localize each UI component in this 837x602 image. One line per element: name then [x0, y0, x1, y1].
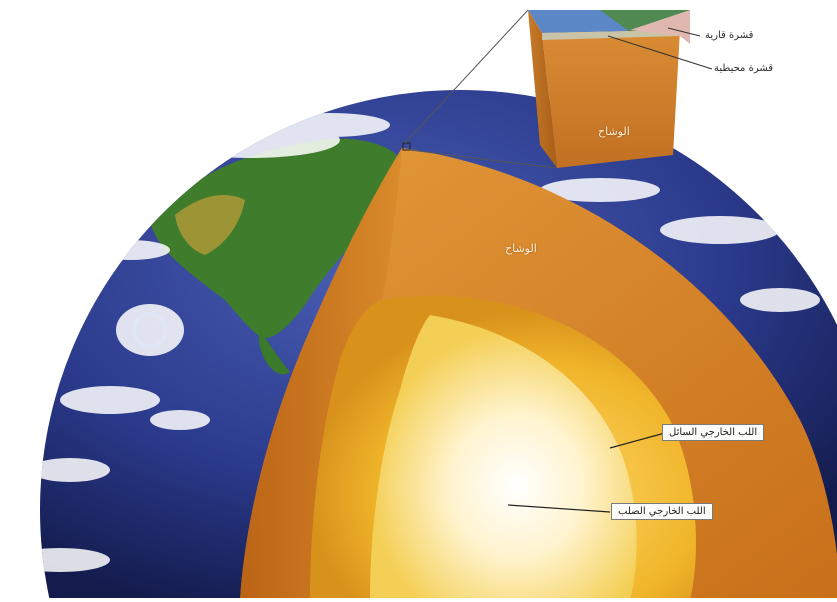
- desert-region: [175, 195, 245, 255]
- block-side-face: [528, 10, 557, 168]
- zoom-line-left: [404, 9, 529, 144]
- inner-core-layer: [370, 315, 637, 600]
- sample-marker: [402, 142, 411, 151]
- north-america-land: [150, 138, 405, 339]
- label-inner-core: اللب الخارجي الصلب: [611, 503, 713, 520]
- oceanic-crust-band: [542, 30, 680, 40]
- leader-continental: [667, 27, 701, 37]
- crust-block: [528, 10, 690, 168]
- hurricane-swirl: [132, 312, 168, 348]
- clouds: [40, 113, 820, 572]
- label-mantle: الوشاح: [505, 242, 537, 255]
- label-mantle-block: الوشاح: [598, 125, 630, 138]
- central-america-land: [258, 330, 290, 375]
- label-oceanic-crust: قشرة محيطية: [714, 63, 774, 74]
- globe: [40, 90, 837, 600]
- leader-outer-core: [609, 432, 666, 449]
- leader-inner-core: [507, 504, 611, 513]
- label-continental-crust: قشرة قارية: [705, 30, 754, 41]
- continental-crust-band: [630, 10, 690, 44]
- block-front-face: [542, 30, 680, 168]
- leader-oceanic: [607, 35, 713, 70]
- label-outer-core: اللب الخارجي السائل: [662, 424, 765, 441]
- zoom-line-bottom: [409, 149, 557, 169]
- mantle-left-face: [240, 148, 402, 600]
